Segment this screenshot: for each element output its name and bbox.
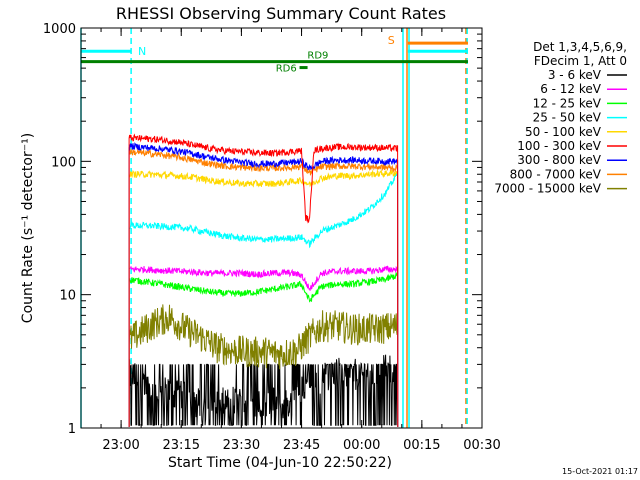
series-line-7000-15000-kev: [128, 304, 399, 427]
y-tick-label: 1000: [43, 22, 76, 37]
legend-header-line-2: FDecim 1, Att 0: [534, 54, 627, 68]
series-line-25-50-kev: [128, 172, 399, 427]
legend-label-3-6-kev: 3 - 6 keV: [548, 68, 602, 82]
plot-data: N S RD6 RD9: [80, 28, 468, 428]
x-tick-label: 23:00: [102, 438, 139, 453]
series-line-800-7000-kev: [128, 148, 399, 427]
legend-label-300-800-kev: 300 - 800 keV: [517, 153, 601, 167]
annotation-n: N: [138, 45, 146, 58]
y-tick-label: 1: [68, 422, 76, 437]
series-line-100-300-kev: [128, 133, 399, 427]
y-axis-label: Count Rate (s⁻¹ detector⁻¹): [20, 133, 36, 323]
x-tick-label: 00:30: [463, 438, 500, 453]
legend-label-12-25-kev: 12 - 25 keV: [533, 96, 602, 110]
legend-header-line-1: Det 1,3,4,5,6,9,: [533, 40, 627, 54]
legend-label-25-50-kev: 25 - 50 keV: [533, 111, 602, 125]
x-tick-label: 00:15: [403, 438, 440, 453]
x-axis-label: Start Time (04-Jun-10 22:50:22): [168, 455, 392, 471]
legend-label-100-300-kev: 100 - 300 keV: [517, 139, 601, 153]
legend-label-6-12-kev: 6 - 12 keV: [540, 82, 602, 96]
legend-label-50-100-kev: 50 - 100 keV: [525, 125, 602, 139]
x-tick-label: 23:15: [163, 438, 200, 453]
annotation-s: S: [388, 34, 395, 47]
x-tick-label: 00:00: [343, 438, 380, 453]
series-line-300-800-kev: [128, 142, 399, 427]
x-tick-label: 23:45: [283, 438, 320, 453]
series-line-6-12-kev: [128, 265, 399, 427]
x-axis: 23:00 23:15 23:30 23:45 00:00 00:15 00:30: [80, 28, 501, 453]
y-tick-label: 100: [51, 155, 76, 170]
annotation-rd9: RD9: [307, 51, 328, 62]
series-line-12-25-kev: [128, 272, 399, 427]
timestamp: 15-Oct-2021 01:17: [562, 467, 638, 476]
legend-label-7000-15000-kev: 7000 - 15000 keV: [494, 182, 601, 196]
y-axis: 1 10 100 1000: [43, 22, 482, 437]
legend-label-800-7000-kev: 800 - 7000 keV: [510, 167, 602, 181]
series-line-3-6-kev: [128, 354, 399, 427]
series-line-50-100-kev: [128, 169, 399, 427]
legend: Det 1,3,4,5,6,9, FDecim 1, Att 0 3 - 6 k…: [494, 40, 627, 196]
chart-title: RHESSI Observing Summary Count Rates: [116, 4, 446, 23]
annotation-rd6: RD6: [276, 64, 297, 75]
x-tick-label: 23:30: [223, 438, 260, 453]
y-tick-label: 10: [59, 289, 76, 304]
